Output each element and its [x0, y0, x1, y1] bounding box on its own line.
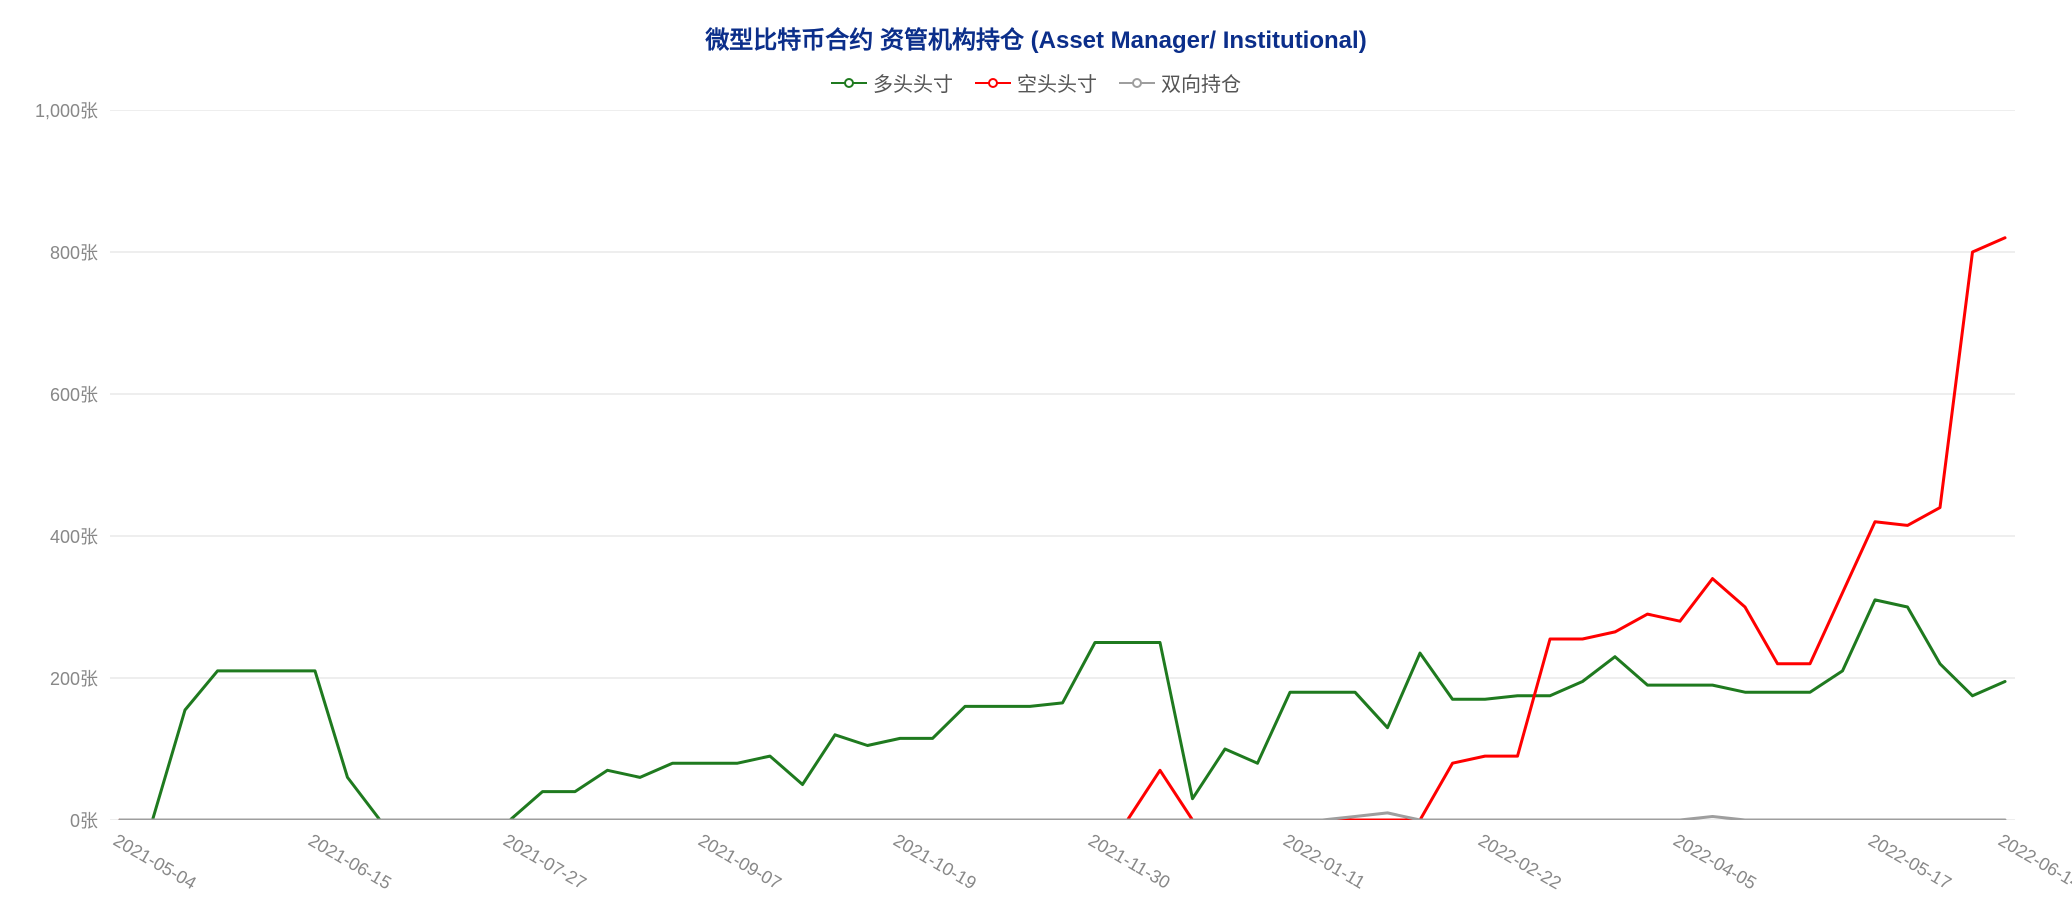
- x-tick-label: 2021-09-07: [695, 830, 785, 894]
- y-tick-label: 200张: [0, 665, 98, 691]
- legend-swatch-long: [831, 76, 867, 90]
- chart-plot-area: [110, 110, 2015, 820]
- x-tick-label: 2022-05-17: [1865, 830, 1955, 894]
- y-tick-label: 1,000张: [0, 97, 98, 123]
- x-tick-label: 2022-04-05: [1670, 830, 1760, 894]
- y-tick-label: 800张: [0, 239, 98, 265]
- x-tick-label: 2021-10-19: [890, 830, 980, 894]
- x-tick-label: 2022-02-22: [1475, 830, 1565, 894]
- legend-label-long: 多头头寸: [873, 68, 953, 97]
- x-tick-label: 2021-11-30: [1085, 830, 1174, 894]
- y-tick-label: 600张: [0, 381, 98, 407]
- legend-item-long[interactable]: 多头头寸: [831, 68, 953, 97]
- legend-item-spread[interactable]: 双向持仓: [1119, 68, 1241, 97]
- x-tick-label: 2021-05-04: [110, 830, 200, 894]
- y-tick-label: 0张: [0, 807, 98, 833]
- legend-swatch-short: [975, 76, 1011, 90]
- legend-label-short: 空头头寸: [1017, 68, 1097, 97]
- legend-swatch-spread: [1119, 76, 1155, 90]
- legend-item-short[interactable]: 空头头寸: [975, 68, 1097, 97]
- x-tick-label: 2022-01-11: [1280, 830, 1369, 894]
- x-tick-label: 2021-07-27: [500, 830, 590, 894]
- positions-line-chart: 微型比特币合约 资管机构持仓 (Asset Manager/ Instituti…: [0, 0, 2072, 909]
- chart-legend: 多头头寸 空头头寸 双向持仓: [0, 68, 2072, 97]
- x-tick-label: 2021-06-15: [305, 830, 395, 894]
- legend-label-spread: 双向持仓: [1161, 68, 1241, 97]
- y-tick-label: 400张: [0, 523, 98, 549]
- x-tick-label: 2022-06-14: [1995, 830, 2072, 894]
- chart-title: 微型比特币合约 资管机构持仓 (Asset Manager/ Instituti…: [0, 20, 2072, 55]
